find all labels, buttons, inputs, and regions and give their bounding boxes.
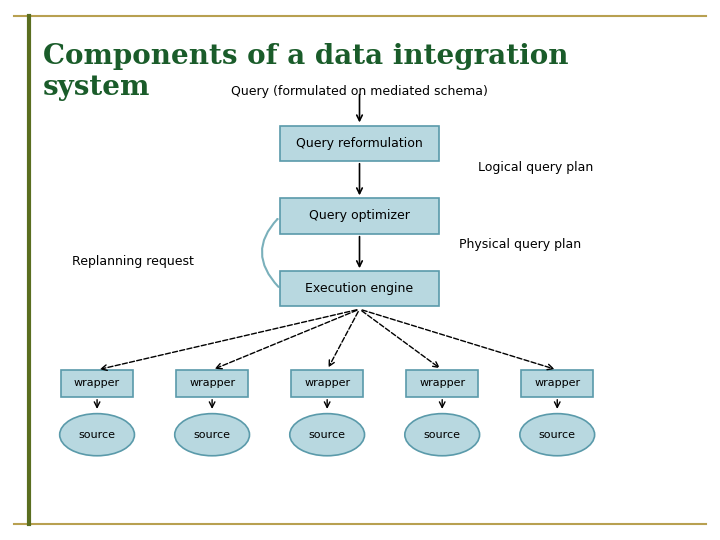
- Text: Replanning request: Replanning request: [72, 255, 194, 268]
- FancyBboxPatch shape: [291, 370, 363, 397]
- Text: Physical query plan: Physical query plan: [459, 238, 581, 251]
- Text: wrapper: wrapper: [74, 379, 120, 388]
- Text: Query optimizer: Query optimizer: [309, 210, 410, 222]
- Text: Components of a data integration
system: Components of a data integration system: [43, 43, 569, 102]
- Text: Query reformulation: Query reformulation: [296, 137, 423, 150]
- Text: source: source: [539, 430, 576, 440]
- Text: Logical query plan: Logical query plan: [478, 161, 593, 174]
- FancyBboxPatch shape: [61, 370, 133, 397]
- Text: wrapper: wrapper: [534, 379, 580, 388]
- Ellipse shape: [175, 414, 250, 456]
- Text: source: source: [78, 430, 116, 440]
- Text: Execution engine: Execution engine: [305, 282, 413, 295]
- Ellipse shape: [289, 414, 364, 456]
- FancyBboxPatch shape: [280, 198, 438, 233]
- Text: source: source: [309, 430, 346, 440]
- FancyBboxPatch shape: [406, 370, 478, 397]
- FancyBboxPatch shape: [280, 271, 438, 306]
- Text: Query (formulated on mediated schema): Query (formulated on mediated schema): [231, 85, 488, 98]
- Text: source: source: [194, 430, 230, 440]
- FancyBboxPatch shape: [176, 370, 248, 397]
- Text: wrapper: wrapper: [189, 379, 235, 388]
- FancyBboxPatch shape: [521, 370, 593, 397]
- FancyBboxPatch shape: [280, 125, 438, 160]
- FancyArrowPatch shape: [262, 219, 279, 287]
- Text: wrapper: wrapper: [419, 379, 465, 388]
- Ellipse shape: [520, 414, 595, 456]
- Text: source: source: [423, 430, 461, 440]
- Ellipse shape: [405, 414, 480, 456]
- Text: wrapper: wrapper: [304, 379, 350, 388]
- Ellipse shape: [60, 414, 135, 456]
